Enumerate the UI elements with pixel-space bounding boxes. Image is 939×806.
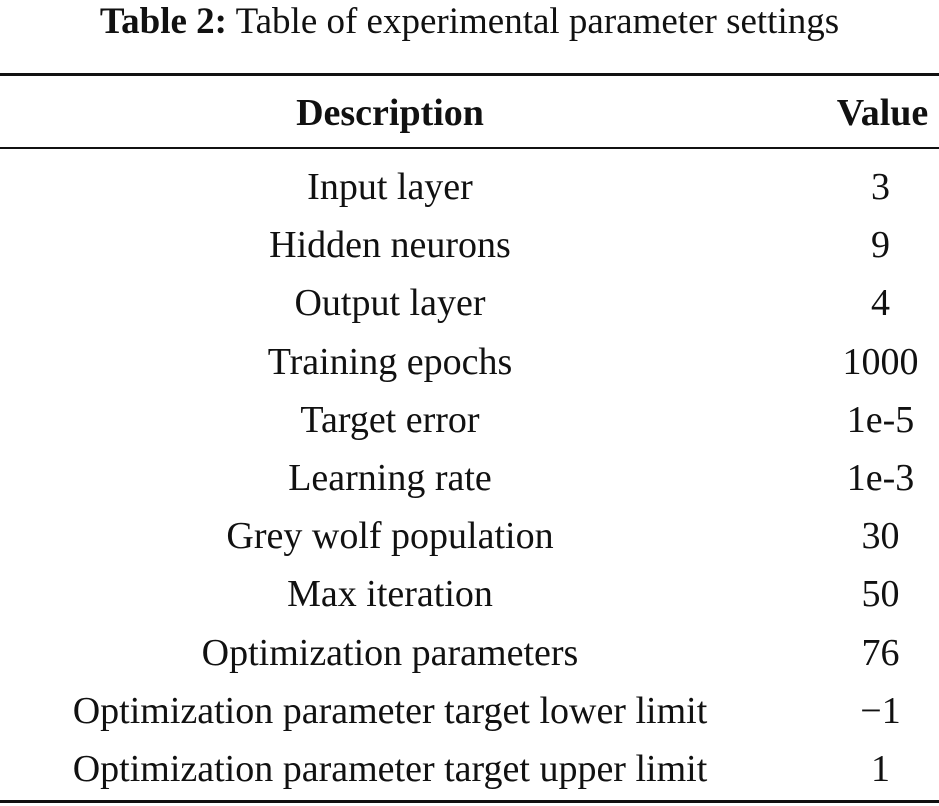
table-row: Output layer 4 — [0, 274, 939, 332]
table-row: Training epochs 1000 — [0, 333, 939, 391]
column-header-value: Value — [836, 92, 929, 134]
cell-description: Optimization parameter target lower limi… — [72, 689, 708, 732]
table-row: Optimization parameter target lower limi… — [0, 682, 939, 740]
cell-value: 1000 — [842, 340, 919, 383]
table-header-row: Description Value — [0, 84, 939, 142]
table-row: Hidden neurons 9 — [0, 216, 939, 274]
table-row: Optimization parameters 76 — [0, 624, 939, 682]
table-header-rule — [0, 147, 939, 149]
cell-value: 3 — [871, 166, 890, 208]
column-header-description: Description — [296, 92, 484, 134]
table-top-rule — [0, 73, 939, 76]
table-body: Input layer 3 Hidden neurons 9 Output layer 4… — [0, 158, 939, 798]
table-row: Optimization parameter target upper limi… — [0, 740, 939, 798]
table-row: Input layer 3 — [0, 158, 939, 216]
cell-description: Optimization parameters — [201, 631, 579, 674]
cell-value: 1e-3 — [846, 456, 915, 499]
table-caption-label: Table 2: — [99, 1, 227, 42]
cell-description: Output layer — [294, 282, 486, 325]
cell-value: 9 — [871, 224, 890, 267]
cell-value: 76 — [861, 631, 900, 674]
cell-description: Input layer — [307, 166, 473, 208]
cell-description: Target error — [300, 398, 480, 441]
cell-value: 50 — [861, 573, 900, 616]
table-caption-text: Table of experimental parameter settings — [235, 1, 840, 42]
cell-description: Learning rate — [288, 456, 492, 499]
cell-description: Hidden neurons — [269, 224, 511, 267]
cell-value: 4 — [871, 282, 890, 325]
table-row: Grey wolf population 30 — [0, 507, 939, 565]
cell-description: Max iteration — [287, 573, 493, 616]
table-row: Learning rate 1e-3 — [0, 449, 939, 507]
cell-description: Grey wolf population — [226, 515, 554, 558]
table-row: Target error 1e-5 — [0, 391, 939, 449]
cell-value: 1 — [871, 747, 890, 790]
cell-value: 1e-5 — [846, 398, 915, 441]
cell-description: Training epochs — [267, 340, 513, 383]
cell-description: Optimization parameter target upper limi… — [72, 747, 708, 790]
table-row: Max iteration 50 — [0, 565, 939, 623]
cell-value: −1 — [860, 689, 901, 732]
cell-value: 30 — [861, 515, 900, 558]
table-caption: Table 2: Table of experimental parameter… — [0, 0, 939, 48]
table-bottom-rule — [0, 800, 939, 803]
